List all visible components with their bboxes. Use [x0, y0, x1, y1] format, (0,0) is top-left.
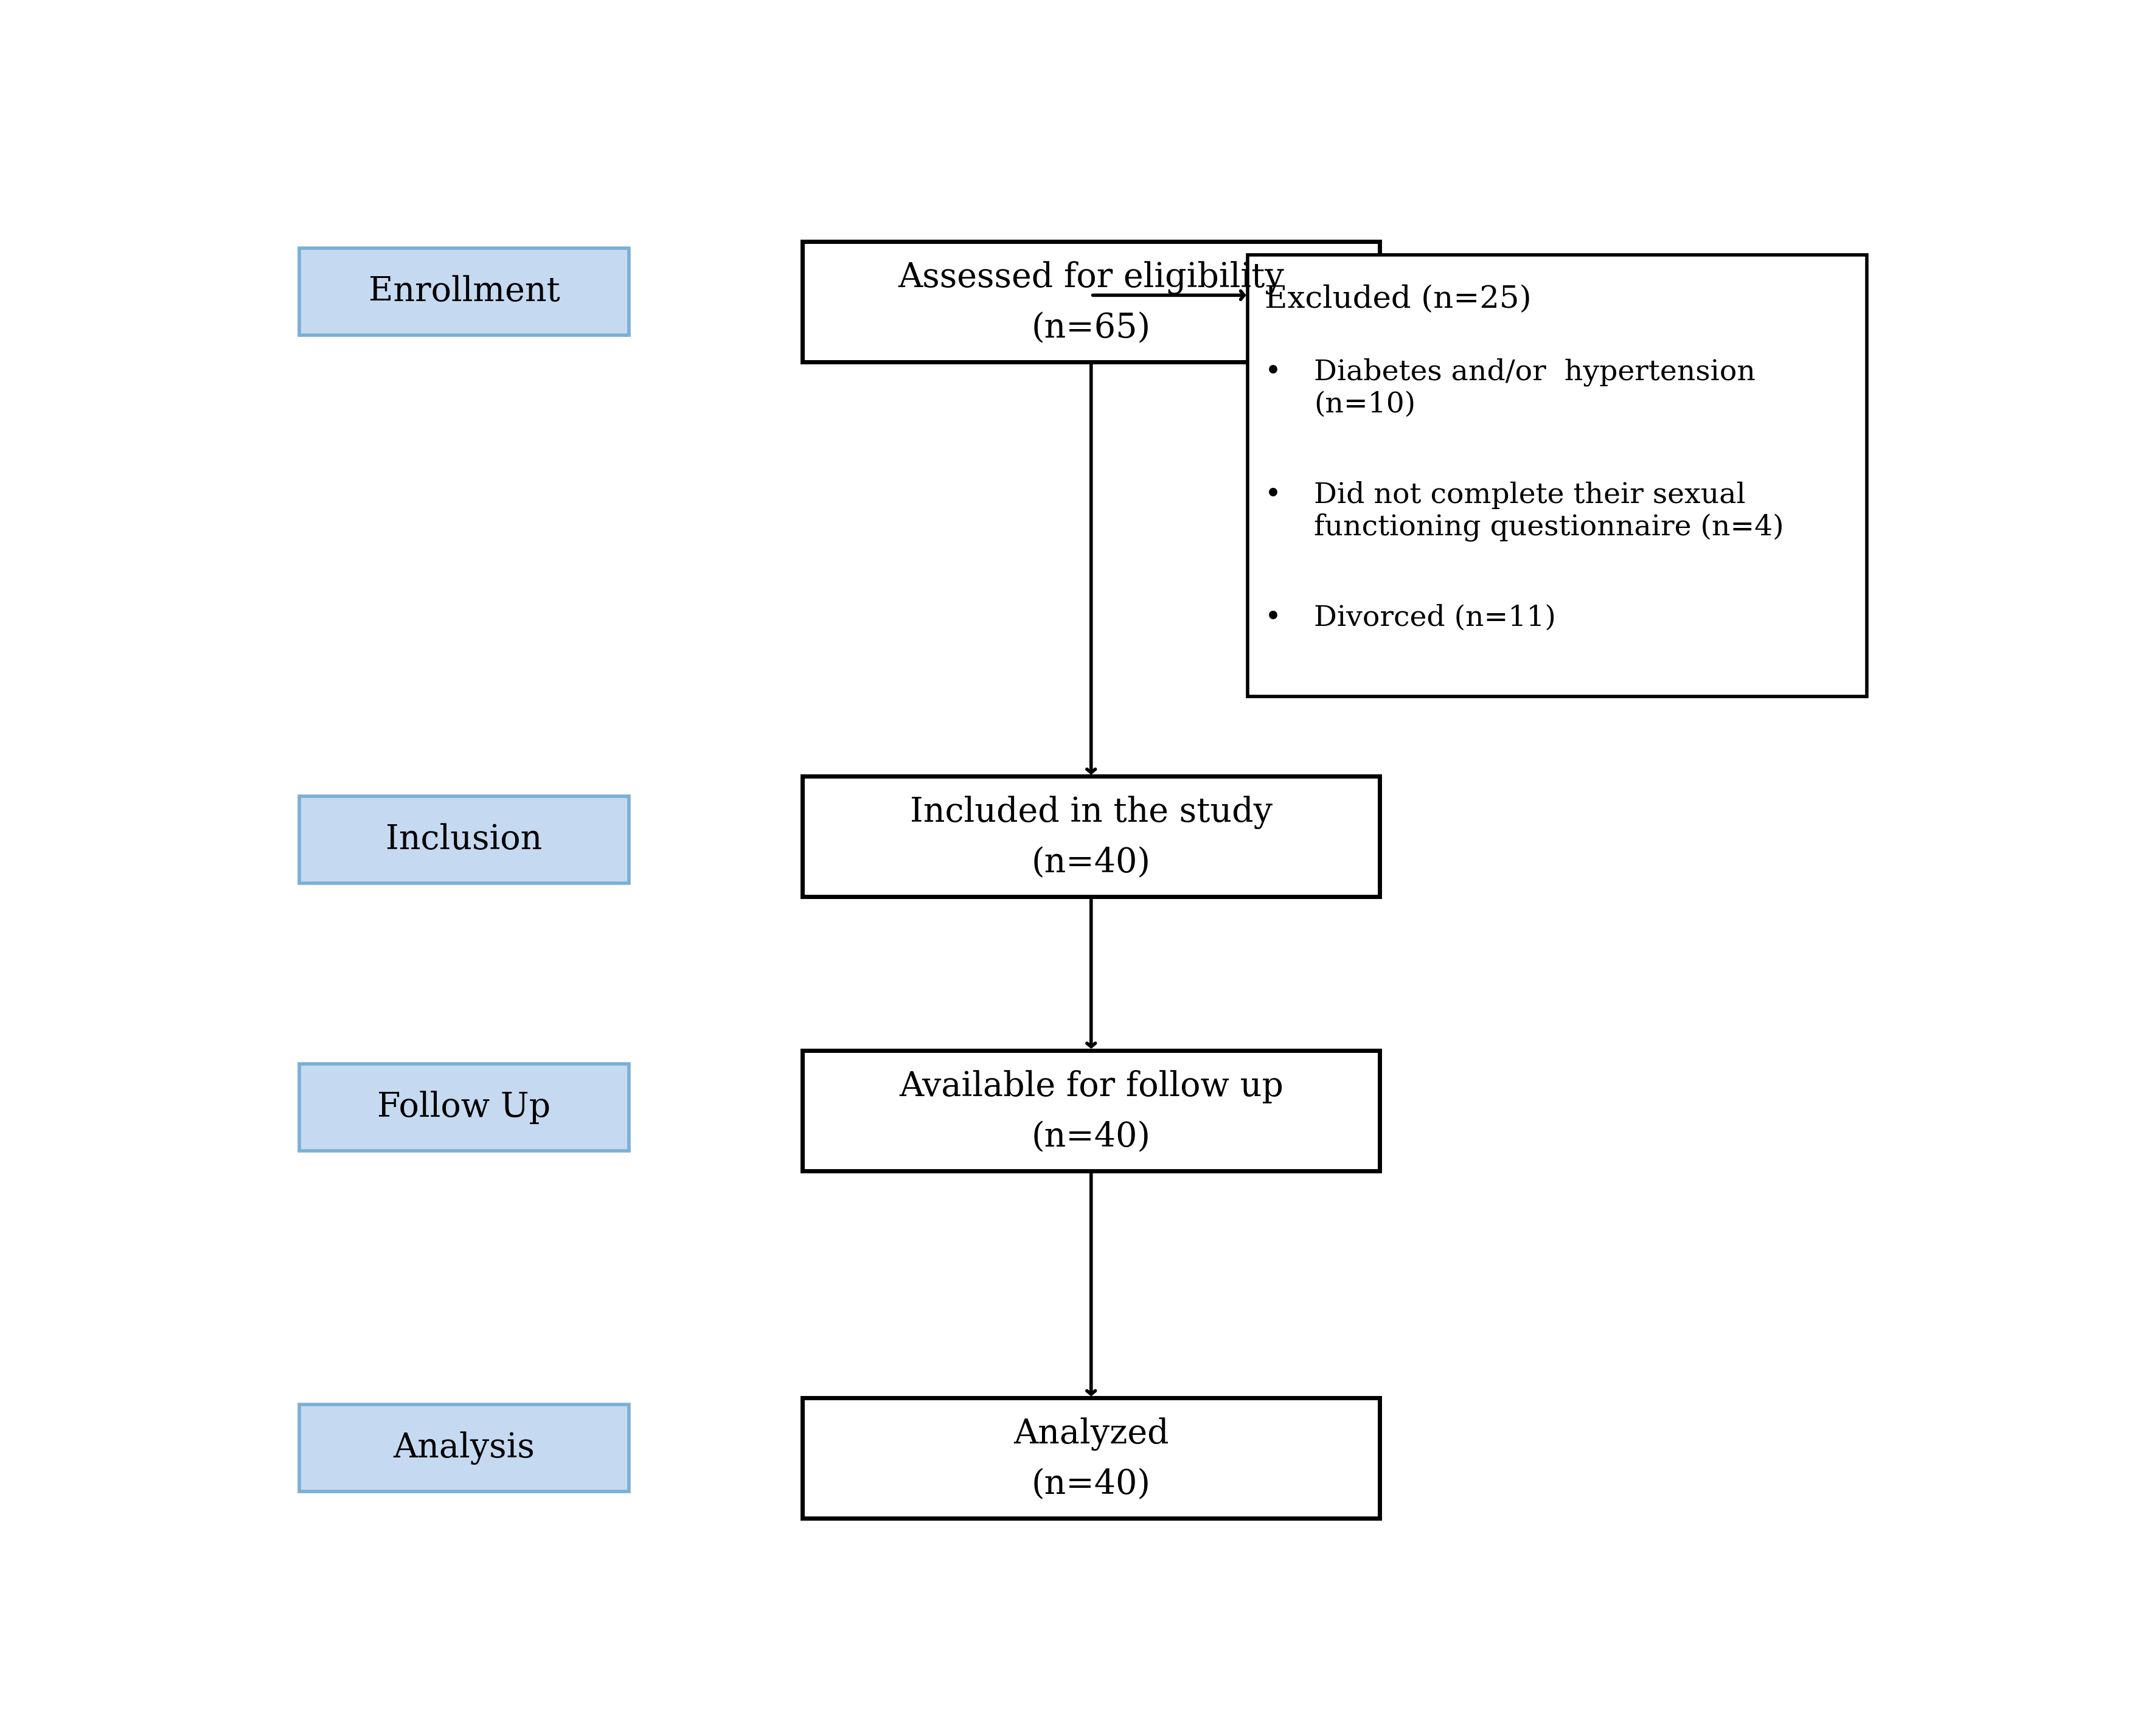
Text: Excluded (n=25): Excluded (n=25) [1265, 285, 1531, 314]
Text: Analysis: Analysis [394, 1432, 534, 1465]
Text: (n=65): (n=65) [1030, 312, 1152, 345]
Text: •: • [1265, 604, 1282, 632]
Text: (n=40): (n=40) [1033, 1121, 1152, 1154]
Text: Enrollment: Enrollment [368, 276, 560, 309]
Text: Assessed for eligibility: Assessed for eligibility [898, 260, 1284, 295]
FancyBboxPatch shape [803, 1050, 1380, 1170]
Text: Included in the study: Included in the study [909, 795, 1273, 830]
FancyBboxPatch shape [298, 1064, 630, 1151]
Text: •: • [1265, 481, 1282, 509]
Text: Available for follow up: Available for follow up [898, 1069, 1284, 1102]
FancyBboxPatch shape [803, 241, 1380, 363]
Text: Divorced (n=11): Divorced (n=11) [1314, 604, 1556, 632]
FancyBboxPatch shape [803, 776, 1380, 898]
Text: (n=40): (n=40) [1033, 1469, 1152, 1502]
Text: Did not complete their sexual
functioning questionnaire (n=4): Did not complete their sexual functionin… [1314, 481, 1784, 542]
FancyBboxPatch shape [298, 248, 630, 335]
Text: Analyzed: Analyzed [1013, 1418, 1169, 1451]
Text: Diabetes and/or  hypertension
(n=10): Diabetes and/or hypertension (n=10) [1314, 358, 1756, 418]
FancyBboxPatch shape [298, 1404, 630, 1491]
Text: Inclusion: Inclusion [385, 823, 543, 856]
FancyBboxPatch shape [298, 797, 630, 884]
Text: (n=40): (n=40) [1033, 847, 1152, 880]
FancyBboxPatch shape [803, 1397, 1380, 1519]
FancyBboxPatch shape [1248, 255, 1867, 696]
Text: Follow Up: Follow Up [377, 1090, 551, 1123]
Text: •: • [1265, 358, 1282, 385]
